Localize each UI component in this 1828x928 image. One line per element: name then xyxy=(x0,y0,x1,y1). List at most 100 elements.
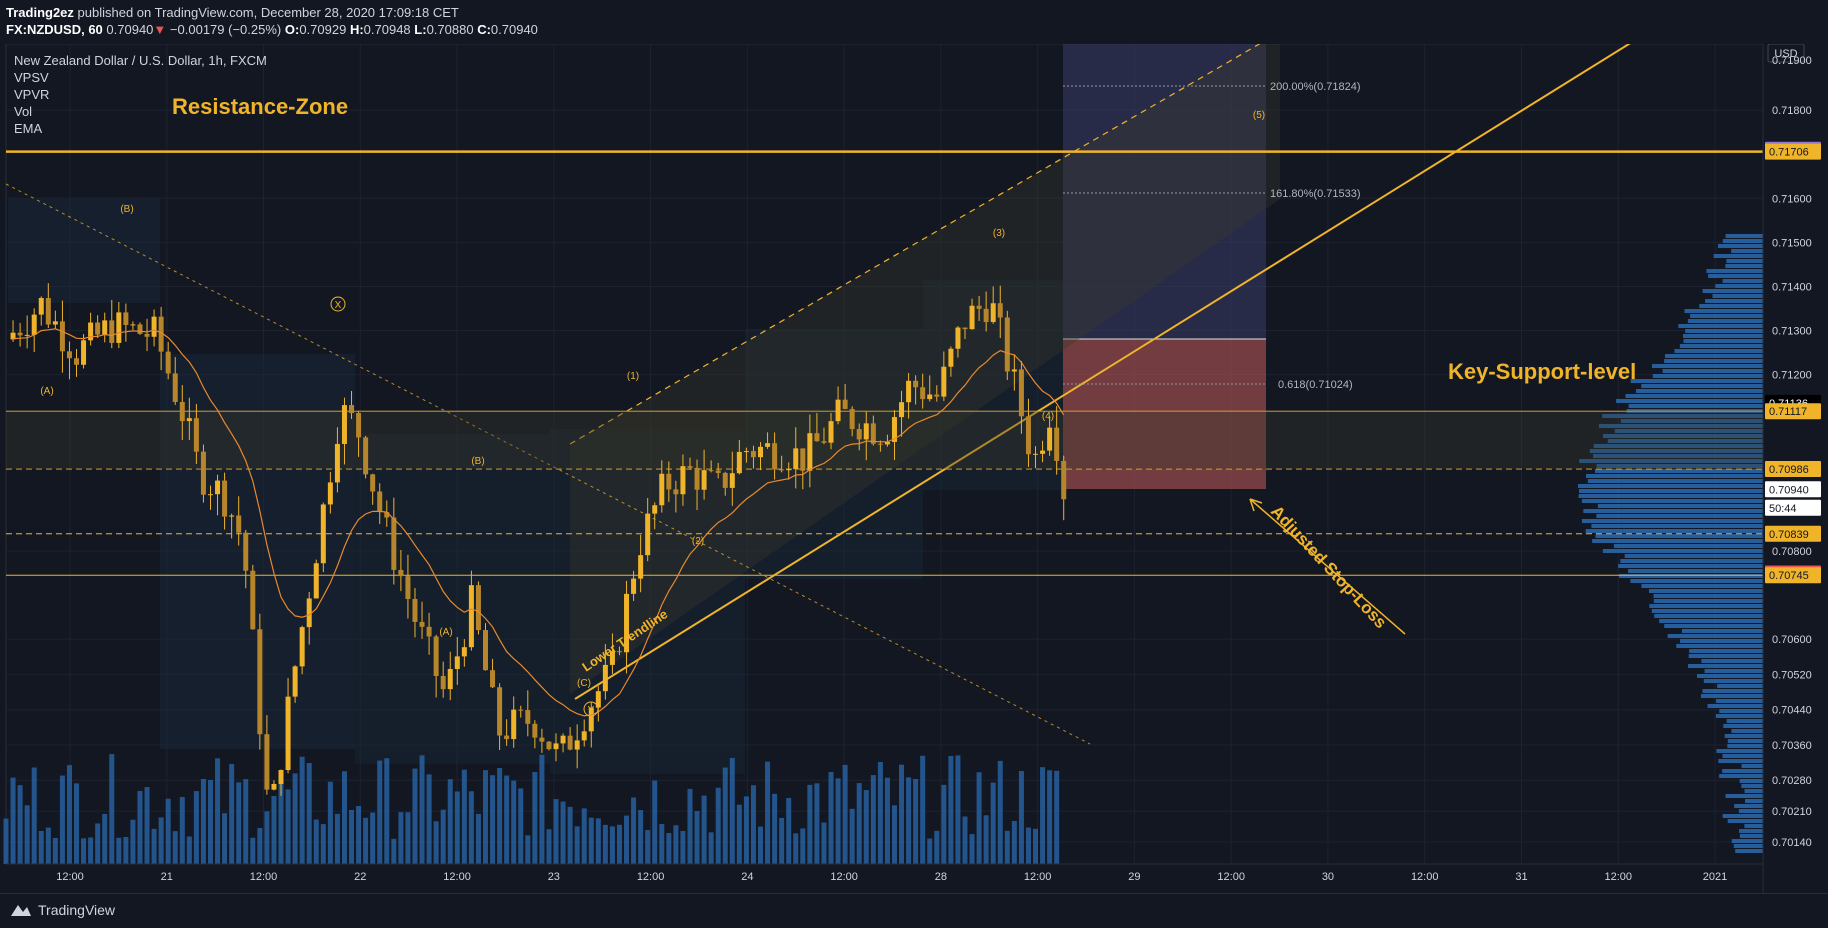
candle-body xyxy=(384,512,390,518)
time-tick: 12:00 xyxy=(250,871,278,883)
vpvr-bar xyxy=(1707,704,1763,708)
vpvr-bar xyxy=(1653,599,1763,603)
candle-body xyxy=(927,394,933,400)
candle-body xyxy=(609,651,615,665)
volume-bar xyxy=(398,812,404,864)
vpvr-bar xyxy=(1596,464,1763,468)
vpvr-bar xyxy=(1583,509,1763,513)
open-label: O: xyxy=(284,22,300,37)
legend-indicator[interactable]: VPSV xyxy=(14,70,49,85)
price-badge-label: 0.70839 xyxy=(1769,529,1809,541)
volume-bar xyxy=(327,781,333,864)
vpvr-bar xyxy=(1739,834,1763,838)
wave-label[interactable]: (A) xyxy=(40,386,53,397)
price-axis[interactable]: 0.71800 0.71600 0.71500 0.71400 0.71300 0.712… xyxy=(1765,105,1821,849)
author-name[interactable]: Trading2ez xyxy=(6,5,74,20)
candle-body xyxy=(320,504,326,564)
volume-bar xyxy=(186,836,192,864)
wave-label[interactable]: X xyxy=(335,300,342,311)
volume-bar xyxy=(38,831,44,864)
elliott-wave-labels[interactable]: (B) X (A) (B) (A) (C) Y (1) (2) (3) (4) … xyxy=(40,110,1265,717)
candle-body xyxy=(518,709,524,711)
wave-label[interactable]: (4) xyxy=(1042,411,1054,422)
volume-bar xyxy=(52,837,58,864)
tradingview-logo[interactable]: TradingView xyxy=(10,902,115,918)
wave-label[interactable]: (3) xyxy=(993,228,1005,239)
volume-bar xyxy=(229,763,235,864)
legend-indicator[interactable]: EMA xyxy=(14,121,43,136)
grid xyxy=(6,44,1763,864)
vpvr-bar xyxy=(1577,484,1763,488)
volume-bar xyxy=(356,806,362,864)
volume-bar xyxy=(899,764,905,864)
price-badge[interactable] xyxy=(1765,499,1821,516)
volume-bar xyxy=(906,777,912,864)
candle-body xyxy=(884,441,890,445)
upper-channel-line[interactable] xyxy=(569,44,1268,445)
vpvr-bar xyxy=(1664,359,1763,363)
wave-label[interactable]: Y xyxy=(588,705,595,716)
candle-body xyxy=(800,448,806,471)
volume-bar xyxy=(475,813,481,864)
currency-button[interactable] xyxy=(1767,44,1805,63)
volume-bar xyxy=(165,798,171,864)
price-badge[interactable] xyxy=(1765,567,1821,584)
descending-trendline[interactable] xyxy=(5,183,1091,745)
volume-bar xyxy=(511,780,517,864)
vpvr-bar xyxy=(1649,604,1763,608)
legend-title[interactable]: New Zealand Dollar / U.S. Dollar, 1h, FX… xyxy=(14,53,267,68)
chart-pane[interactable] xyxy=(5,44,1764,865)
price-badge[interactable] xyxy=(1765,403,1821,420)
volume-bar xyxy=(976,772,982,864)
legend-indicator[interactable]: VPVR xyxy=(14,87,50,102)
resistance-zone-label[interactable]: Resistance-Zone xyxy=(172,94,348,119)
volume-bar xyxy=(130,819,136,864)
vpvr-bar xyxy=(1700,694,1763,698)
vpvr-bar xyxy=(1725,264,1763,268)
candle-body xyxy=(102,320,108,335)
horizontal-levels[interactable] xyxy=(6,150,1763,576)
vpvr-bar xyxy=(1602,414,1763,418)
vpvr-bar xyxy=(1716,749,1763,753)
vpvr-bar xyxy=(1648,589,1763,593)
wave-label[interactable]: (5) xyxy=(1253,110,1265,121)
time-axis[interactable]: 12:00 21 12:00 22 12:00 23 12:00 24 12:00 28 12:00… xyxy=(56,871,1727,883)
volume-bar xyxy=(66,765,72,864)
candle-body xyxy=(356,413,362,438)
wave-label[interactable]: (B) xyxy=(471,456,484,467)
legend-indicator[interactable]: Vol xyxy=(14,104,33,119)
wave-label[interactable]: (1) xyxy=(627,371,639,382)
candle-body xyxy=(680,466,686,495)
candle-body xyxy=(95,322,101,335)
stop-zone[interactable] xyxy=(1063,339,1266,489)
vpvr-bar xyxy=(1628,569,1763,573)
lower-trendline[interactable] xyxy=(574,44,1645,700)
price-badge[interactable] xyxy=(1765,143,1821,160)
wave-label[interactable]: (2) xyxy=(692,536,704,547)
price-badge[interactable] xyxy=(1765,481,1821,498)
wave-label[interactable]: (B) xyxy=(120,204,133,215)
volume-bar xyxy=(1011,820,1017,864)
candle-body xyxy=(24,334,30,336)
price-badge[interactable] xyxy=(1765,460,1821,477)
candle-body xyxy=(454,656,460,670)
vpvr-bar xyxy=(1704,669,1763,673)
key-support-label[interactable]: Key-Support-level xyxy=(1448,359,1636,384)
candle-body xyxy=(807,433,813,471)
candle-body xyxy=(172,373,178,402)
candle-body xyxy=(412,598,418,622)
price-chart[interactable]: 200.00%(0.71824) 161.80%(0.71533) 0.618(… xyxy=(0,44,1828,893)
wave-label[interactable]: (A) xyxy=(439,627,452,638)
vpvr-bar xyxy=(1717,684,1763,688)
candle-body xyxy=(659,473,665,506)
volume-bar xyxy=(482,770,488,864)
vpvr-bar xyxy=(1731,839,1763,843)
price-badge[interactable] xyxy=(1765,525,1821,542)
wave-label[interactable]: (C) xyxy=(577,678,591,689)
stop-arrow-line[interactable] xyxy=(1249,498,1406,635)
volume-bar xyxy=(772,793,778,864)
time-tick: 23 xyxy=(548,871,560,883)
vpvr-bar xyxy=(1598,424,1763,428)
volume-bar xyxy=(1047,770,1053,864)
volume-bar xyxy=(546,829,552,864)
